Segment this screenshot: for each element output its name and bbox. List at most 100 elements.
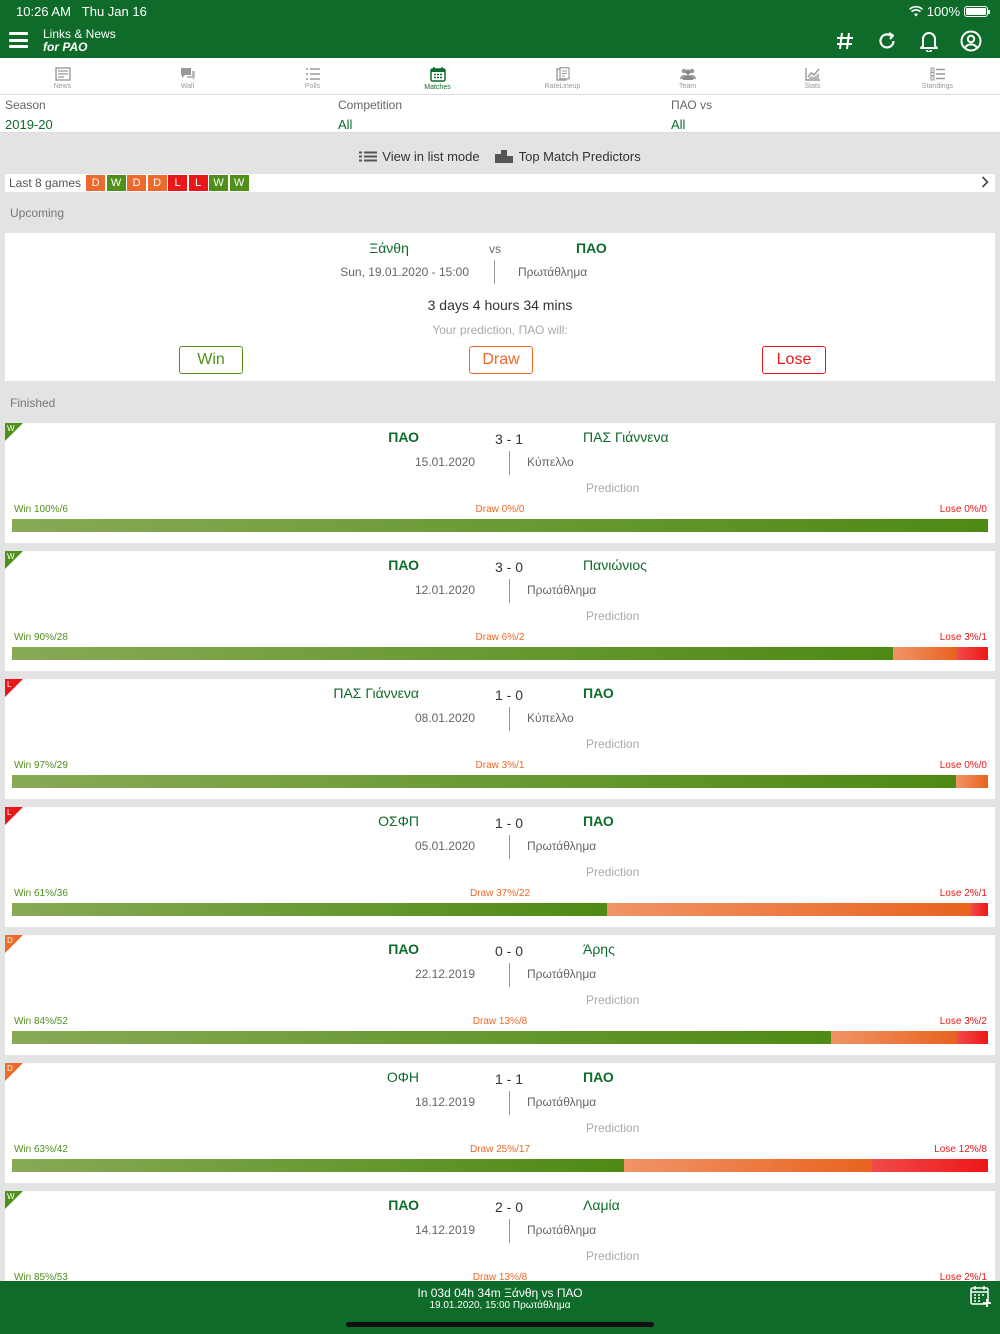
divider <box>509 835 510 859</box>
top-predictors-button[interactable]: Top Match Predictors <box>494 149 641 164</box>
prediction-bar <box>12 903 988 916</box>
win-segment <box>12 1159 624 1172</box>
result-chip: D <box>86 175 106 191</box>
tab-news[interactable]: News <box>0 58 125 94</box>
predict-win-button[interactable]: Win <box>179 346 243 374</box>
tab-team[interactable]: Team <box>625 58 750 94</box>
newspaper-icon <box>54 67 71 81</box>
prediction-bar <box>12 647 988 660</box>
opponent-filter[interactable]: ΠΑΟ vs All <box>671 98 712 132</box>
nav-bar: Links & News for PAO <box>0 22 1000 58</box>
menu-icon[interactable] <box>9 32 28 48</box>
divider <box>509 579 510 603</box>
upcoming-heading: Upcoming <box>10 206 65 220</box>
match-competition: Πρωτάθλημα <box>527 1095 597 1109</box>
profile-icon[interactable] <box>958 28 984 54</box>
result-letter: W <box>7 1192 15 1201</box>
tab-label: RateLineup <box>544 83 581 90</box>
match-card[interactable]: L ΠΑΣ Γιάννενα 1 - 0 ΠΑΟ 08.01.2020 Κύπελλο Pr… <box>5 679 995 799</box>
competition-label: Competition <box>338 98 403 112</box>
next-match-countdown: In 03d 04h 34m Ξάνθη vs ΠΑΟ <box>417 1286 583 1300</box>
result-chip: D <box>127 175 147 191</box>
next-match-details: 19.01.2020, 15:00 Πρωτάθλημα <box>429 1300 571 1311</box>
draw-segment <box>607 903 972 916</box>
tab-ratelineup[interactable]: RateLineup <box>500 58 625 94</box>
draw-percentage: Draw 25%/17 <box>469 1144 531 1155</box>
tab-label: Matches <box>424 84 451 91</box>
away-team: Πανιώνιος <box>583 557 647 573</box>
prediction-bar <box>12 775 988 788</box>
result-corner: W <box>5 423 23 441</box>
competition-filter[interactable]: Competition All <box>338 98 402 132</box>
home-team: ΠΑΣ Γιάννενα <box>333 685 419 701</box>
divider <box>509 963 510 987</box>
draw-percentage: Draw 3%/1 <box>475 760 525 771</box>
tab-stats[interactable]: Stats <box>750 58 875 94</box>
draw-segment <box>893 647 957 660</box>
win-percentage: Win 63%/42 <box>14 1144 68 1155</box>
tab-standings[interactable]: Standings <box>875 58 1000 94</box>
result-corner: L <box>5 807 23 825</box>
season-filter[interactable]: Season 2019-20 <box>5 98 53 132</box>
last-8-games[interactable]: Last 8 games D W D D L L W W <box>5 174 995 192</box>
opponent-label: ΠΑΟ vs <box>671 98 713 112</box>
match-card[interactable]: W ΠΑΟ 3 - 1 ΠΑΣ Γιάννενα 15.01.2020 Κύπελλο Pr… <box>5 423 995 543</box>
win-segment <box>12 1031 831 1044</box>
clock: 10:26 AM <box>16 4 71 19</box>
win-segment <box>12 647 894 660</box>
result-letter: D <box>7 936 13 945</box>
list-mode-button[interactable]: View in list mode <box>359 149 480 164</box>
upcoming-vs: vs <box>489 242 501 256</box>
tab-matches[interactable]: Matches <box>375 58 500 94</box>
tab-label: Polls <box>304 83 321 90</box>
match-score: 1 - 1 <box>495 1071 524 1087</box>
result-chip: L <box>188 175 208 191</box>
result-chip: D <box>147 175 167 191</box>
match-date: 05.01.2020 <box>414 839 475 853</box>
prediction-label: Prediction <box>586 481 640 495</box>
refresh-icon[interactable] <box>874 28 900 54</box>
filters-bar: Season 2019-20 Competition All ΠΑΟ vs Al… <box>0 95 1000 133</box>
home-team: ΠΑΟ <box>388 1197 419 1213</box>
lose-percentage: Lose 2%/1 <box>939 1272 987 1283</box>
upcoming-datetime: Sun, 19.01.2020 - 15:00 <box>340 265 469 279</box>
top-predictors-label: Top Match Predictors <box>518 148 641 164</box>
predict-lose-button[interactable]: Lose <box>762 346 826 374</box>
divider <box>509 707 510 731</box>
list-view-icon <box>359 151 378 161</box>
last-8-label: Last 8 games <box>9 176 82 190</box>
result-letter: L <box>7 680 12 689</box>
hash-icon[interactable] <box>832 28 858 54</box>
win-percentage: Win 90%/28 <box>14 632 68 643</box>
draw-segment <box>830 1031 957 1044</box>
tab-label: Standings <box>921 83 954 90</box>
match-competition: Πρωτάθλημα <box>527 583 597 597</box>
lose-percentage: Lose 0%/0 <box>939 760 987 771</box>
result-corner: W <box>5 551 23 569</box>
bell-icon[interactable] <box>916 28 942 54</box>
add-calendar-icon[interactable] <box>970 1285 992 1312</box>
predict-draw-button[interactable]: Draw <box>469 346 533 374</box>
match-card[interactable]: W ΠΑΟ 3 - 0 Πανιώνιος 12.01.2020 Πρωτάθλημα Pr… <box>5 551 995 671</box>
tab-polls[interactable]: Polls <box>250 58 375 94</box>
result-letter: W <box>7 552 15 561</box>
result-letter: L <box>7 808 12 817</box>
lose-segment <box>956 1031 988 1044</box>
match-card[interactable]: D ΠΑΟ 0 - 0 Άρης 22.12.2019 Πρωτάθλημα Predict… <box>5 935 995 1055</box>
calendar-icon <box>429 67 446 82</box>
draw-percentage: Draw 13%/8 <box>472 1016 528 1027</box>
battery-icon <box>964 6 990 17</box>
draw-percentage: Draw 6%/2 <box>475 632 525 643</box>
draw-percentage: Draw 13%/8 <box>472 1272 528 1283</box>
match-card[interactable]: L ΟΣΦΠ 1 - 0 ΠΑΟ 05.01.2020 Πρωτάθλημα Predict… <box>5 807 995 927</box>
chat-icon <box>180 68 195 80</box>
match-card[interactable]: D ΟΦΗ 1 - 1 ΠΑΟ 18.12.2019 Πρωτάθλημα Predicti… <box>5 1063 995 1183</box>
countdown: 3 days 4 hours 34 mins <box>427 297 573 313</box>
divider <box>509 1219 510 1243</box>
tab-wall[interactable]: Wall <box>125 58 250 94</box>
mode-bar: View in list mode Top Match Predictors <box>0 145 1000 167</box>
upcoming-match-card[interactable]: Ξάνθη vs ΠΑΟ Sun, 19.01.2020 - 15:00 Πρω… <box>5 233 995 381</box>
podium-icon <box>494 150 513 163</box>
match-score: 2 - 0 <box>495 1199 524 1215</box>
app-title: Links & News <box>43 27 116 41</box>
